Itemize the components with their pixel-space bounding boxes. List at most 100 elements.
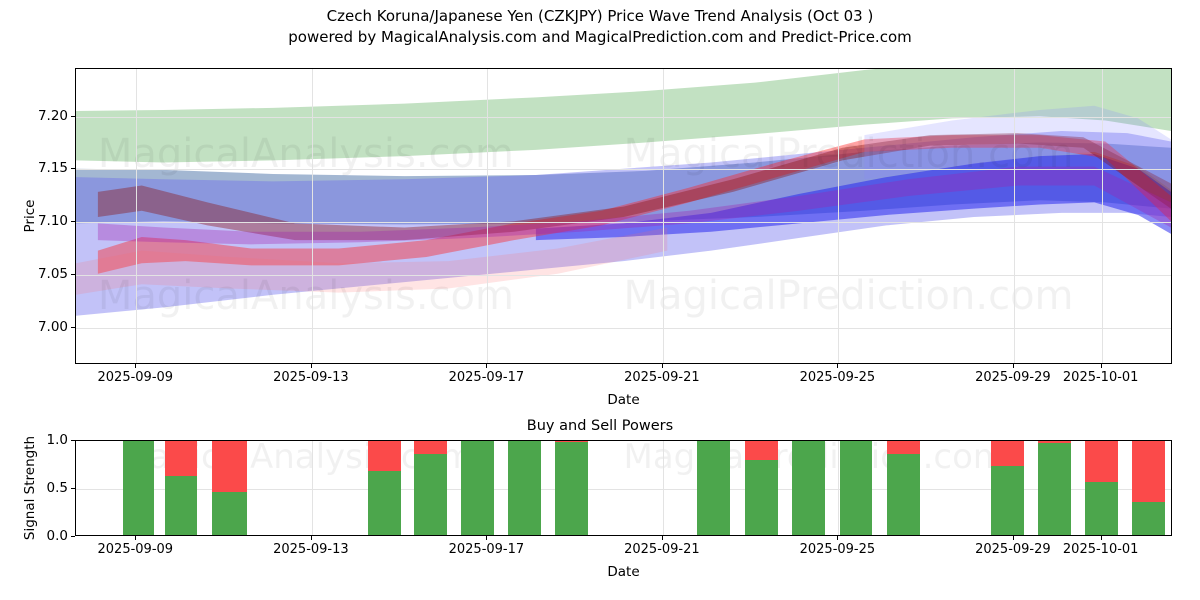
price-ytick-mark-0 xyxy=(71,327,75,328)
price-ytick-mark-1 xyxy=(71,274,75,276)
price-gridline-v-5 xyxy=(1013,69,1015,363)
power-bar[interactable] xyxy=(508,441,542,535)
power-bar[interactable] xyxy=(696,441,730,535)
price-gridline-v-1 xyxy=(311,69,313,363)
power-bar[interactable] xyxy=(555,441,589,535)
price-gridline-v-0 xyxy=(136,69,138,363)
power-gridline-v-1 xyxy=(311,441,313,535)
power-xtick-mark-2 xyxy=(486,536,488,540)
sell-power-segment xyxy=(212,441,248,492)
band-green-upper-channel xyxy=(76,69,1171,163)
power-bar[interactable] xyxy=(792,441,826,535)
price-xtick-label-4: 2025-09-25 xyxy=(799,370,876,385)
chart-title-block: Czech Koruna/Japanese Yen (CZKJPY) Price… xyxy=(0,6,1200,48)
power-bar[interactable] xyxy=(212,441,248,535)
power-gridline-v-3 xyxy=(662,441,664,535)
price-xtick-mark-2 xyxy=(486,364,488,368)
power-xtick-mark-4 xyxy=(837,536,839,540)
power-gridline-h-1 xyxy=(76,489,1171,490)
buy-power-segment xyxy=(367,470,401,535)
power-yaxis-label: Signal Strength xyxy=(22,435,38,541)
power-xtick-mark-3 xyxy=(661,536,663,540)
power-xaxis-label: Date xyxy=(607,564,640,580)
price-gridline-v-2 xyxy=(487,69,489,363)
buy-power-segment xyxy=(792,441,826,535)
band-pale-pink-lower-left xyxy=(76,227,668,295)
price-ytick-label-1: 7.05 xyxy=(37,266,68,283)
sell-power-segment xyxy=(1038,441,1071,443)
buy-power-segment xyxy=(461,441,494,535)
price-xtick-label-0: 2025-09-09 xyxy=(97,370,174,385)
power-bar[interactable] xyxy=(839,441,873,535)
power-bar[interactable] xyxy=(886,441,920,535)
power-ytick-label-2: 1.0 xyxy=(46,432,68,448)
price-xtick-label-2: 2025-09-17 xyxy=(448,370,525,385)
power-bar[interactable] xyxy=(1038,441,1071,535)
band-blue-core-channel xyxy=(535,154,1171,241)
sell-power-segment xyxy=(745,441,779,461)
price-ytick-label-2: 7.10 xyxy=(37,213,68,230)
page-subtitle: powered by MagicalAnalysis.com and Magic… xyxy=(288,28,912,46)
power-xtick-label-3: 2025-09-21 xyxy=(624,542,700,557)
price-ytick-label-3: 7.15 xyxy=(37,160,68,177)
price-xtick-label-5: 2025-09-29 xyxy=(975,370,1051,385)
power-bar[interactable] xyxy=(1132,441,1166,535)
power-chart-title: Buy and Sell Powers xyxy=(526,418,674,434)
price-ytick-mark-2 xyxy=(71,221,75,223)
sell-power-segment xyxy=(367,441,401,471)
buy-power-segment xyxy=(555,441,589,535)
price-ytick-mark-3 xyxy=(71,168,75,170)
price-yaxis-label: Price xyxy=(22,199,38,233)
power-gridline-v-4 xyxy=(838,441,840,535)
power-xtick-mark-5 xyxy=(1012,536,1014,540)
power-bar[interactable] xyxy=(413,441,447,535)
sell-power-segment xyxy=(990,441,1024,466)
power-xtick-label-6: 2025-10-01 xyxy=(1062,542,1139,557)
price-xtick-label-3: 2025-09-21 xyxy=(624,370,700,385)
price-xtick-mark-3 xyxy=(661,364,663,368)
price-ytick-label-0: 7.00 xyxy=(37,319,68,335)
price-ytick-label-4: 7.20 xyxy=(37,107,68,124)
power-bar[interactable] xyxy=(461,441,494,535)
power-ytick-label-0: 0.0 xyxy=(46,528,68,544)
price-xtick-label-6: 2025-10-01 xyxy=(1062,370,1139,385)
price-xtick-mark-6 xyxy=(1100,364,1102,368)
band-red-signal-band xyxy=(97,135,1171,274)
band-pale-lavender-upper-right xyxy=(864,105,1171,190)
price-gridline-v-6 xyxy=(1101,69,1103,363)
buy-power-segment xyxy=(165,475,198,535)
price-gridline-h-0 xyxy=(76,328,1171,329)
price-xtick-label-1: 2025-09-13 xyxy=(273,370,349,385)
buy-power-segment xyxy=(839,441,873,535)
power-bar[interactable] xyxy=(165,441,198,535)
price-gridline-h-3 xyxy=(76,169,1171,171)
price-xtick-mark-5 xyxy=(1012,364,1014,368)
power-bar[interactable] xyxy=(1085,441,1119,535)
price-xaxis-label: Date xyxy=(607,392,640,408)
price-gridline-h-2 xyxy=(76,222,1171,224)
power-xtick-label-2: 2025-09-17 xyxy=(448,542,525,557)
band-dark-red-inner-band xyxy=(97,133,1171,241)
page-title: Czech Koruna/Japanese Yen (CZKJPY) Price… xyxy=(326,7,874,25)
buy-power-segment xyxy=(508,441,542,535)
price-gridline-h-4 xyxy=(76,116,1171,118)
power-xtick-label-4: 2025-09-25 xyxy=(799,542,876,557)
power-bar[interactable] xyxy=(122,441,155,535)
power-bar[interactable] xyxy=(990,441,1024,535)
power-xtick-label-0: 2025-09-09 xyxy=(97,542,174,557)
sell-power-segment xyxy=(555,441,589,442)
power-xtick-mark-0 xyxy=(135,536,137,540)
price-xtick-mark-4 xyxy=(837,364,839,368)
price-xtick-mark-1 xyxy=(310,364,312,368)
buy-power-segment xyxy=(212,491,248,535)
buy-power-segment xyxy=(413,454,447,535)
sell-power-segment xyxy=(165,441,198,476)
power-bar[interactable] xyxy=(367,441,401,535)
price-chart-plot-area: MagicalAnalysis.com MagicalPrediction.com… xyxy=(75,68,1172,364)
power-ytick-mark-2 xyxy=(71,440,75,441)
power-ytick-mark-1 xyxy=(71,488,75,489)
buy-power-segment xyxy=(745,460,779,535)
buy-power-segment xyxy=(1038,442,1071,535)
power-bar[interactable] xyxy=(745,441,779,535)
